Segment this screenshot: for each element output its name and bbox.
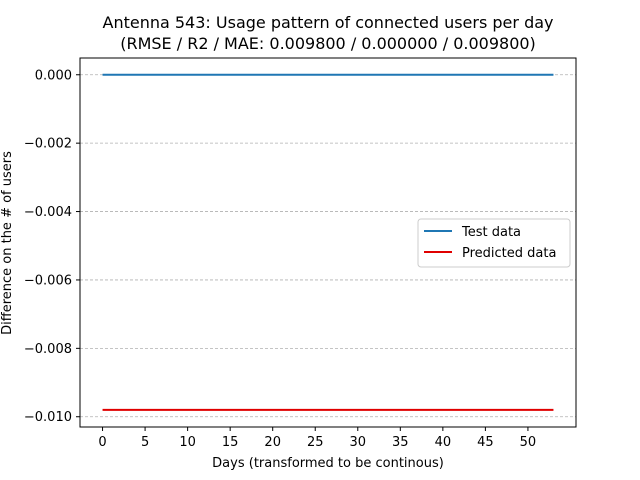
y-tick-label: −0.010 xyxy=(24,410,72,425)
legend-label: Test data xyxy=(461,225,521,240)
x-axis-ticks: 0 5 10 15 20 25 30 35 40 45 50 xyxy=(98,427,536,450)
x-tick-label: 20 xyxy=(264,435,281,450)
plot-frame xyxy=(79,57,577,428)
y-tick-label: −0.006 xyxy=(24,273,72,288)
legend-box xyxy=(417,218,571,268)
chart-title: Antenna 543: Usage pattern of connected … xyxy=(103,13,554,32)
x-tick-label: 40 xyxy=(435,435,452,450)
x-tick-label: 25 xyxy=(307,435,324,450)
x-tick-label: 30 xyxy=(350,435,367,450)
legend-label: Predicted data xyxy=(462,246,556,261)
legend: Test data Predicted data xyxy=(417,218,571,268)
y-axis-ticks: 0.000 −0.002 −0.004 −0.006 −0.008 −0.010 xyxy=(24,68,80,425)
x-tick-label: 50 xyxy=(520,435,537,450)
x-tick-label: 5 xyxy=(141,435,149,450)
chart-subtitle: (RMSE / R2 / MAE: 0.009800 / 0.000000 / … xyxy=(120,34,536,53)
y-axis-label: Difference on the # of users xyxy=(0,151,15,335)
y-tick-label: 0.000 xyxy=(35,68,72,83)
y-tick-label: −0.004 xyxy=(24,205,72,220)
x-axis-label: Days (transformed to be continous) xyxy=(212,456,444,471)
x-tick-label: 10 xyxy=(179,435,196,450)
x-tick-label: 15 xyxy=(222,435,239,450)
y-tick-label: −0.002 xyxy=(24,137,72,152)
y-tick-label: −0.008 xyxy=(24,342,72,357)
x-tick-label: 35 xyxy=(392,435,409,450)
x-tick-label: 45 xyxy=(477,435,494,450)
x-tick-label: 0 xyxy=(98,435,106,450)
series-lines xyxy=(102,73,554,411)
